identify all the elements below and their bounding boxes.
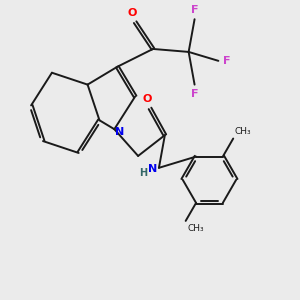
Text: F: F — [191, 89, 198, 99]
Text: CH₃: CH₃ — [235, 127, 251, 136]
Text: CH₃: CH₃ — [187, 224, 204, 233]
Text: F: F — [223, 56, 230, 66]
Text: O: O — [142, 94, 152, 104]
Text: F: F — [191, 5, 198, 15]
Text: H: H — [140, 168, 148, 178]
Text: N: N — [115, 127, 124, 136]
Text: O: O — [128, 8, 137, 18]
Text: N: N — [148, 164, 157, 174]
